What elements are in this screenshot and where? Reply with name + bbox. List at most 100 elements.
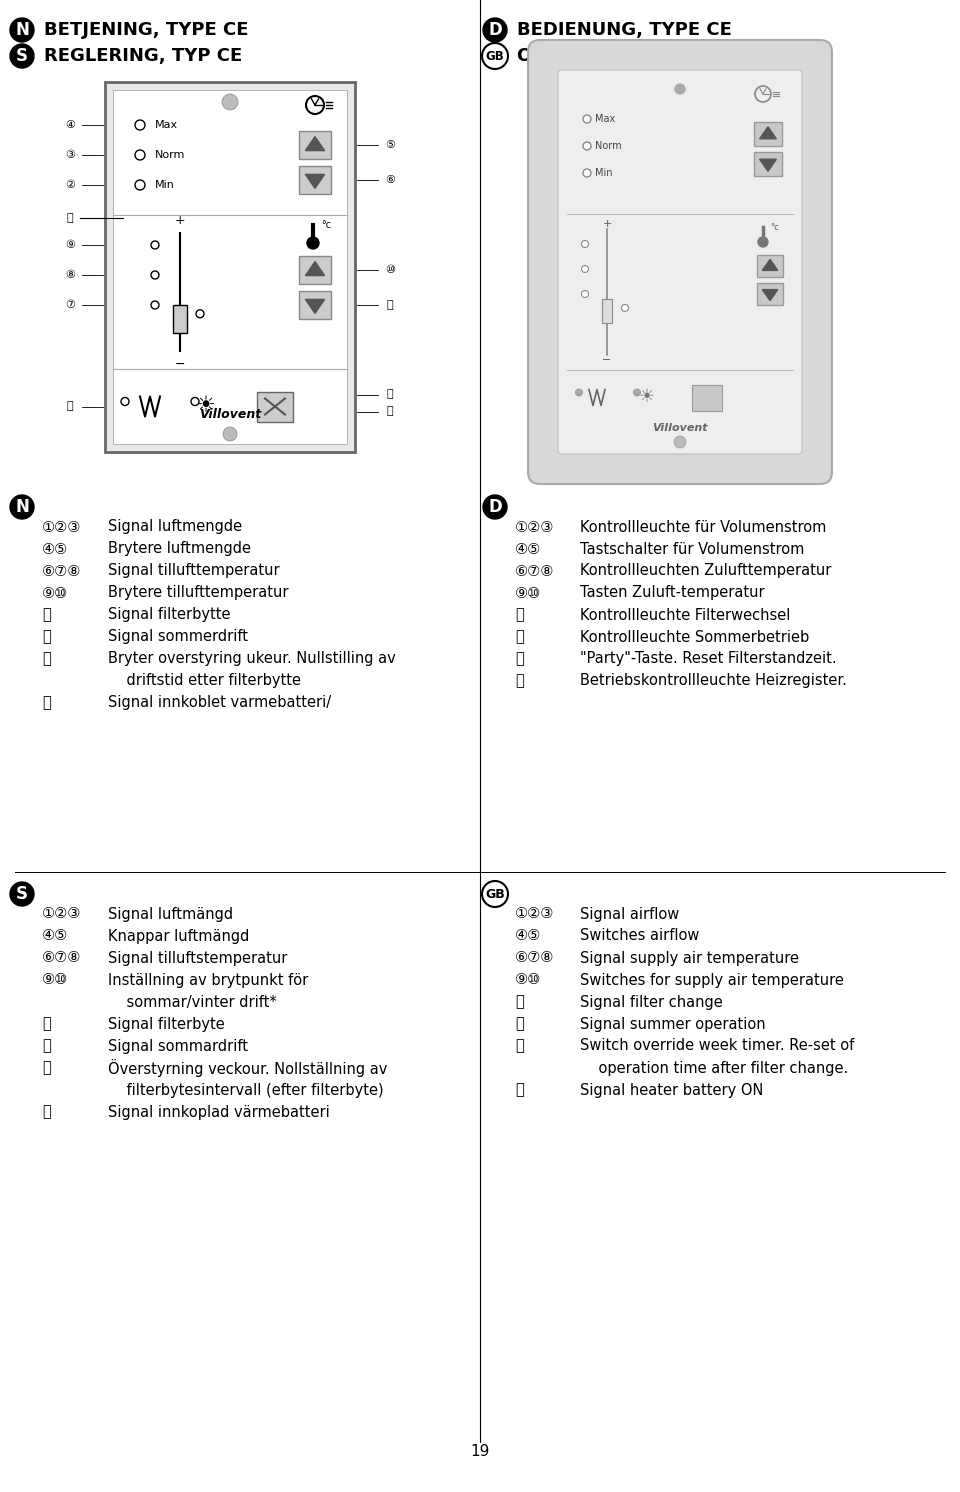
Circle shape	[675, 84, 685, 94]
Text: Signal supply air temperature: Signal supply air temperature	[580, 950, 799, 965]
Text: −: −	[175, 358, 185, 370]
Text: ④⑤: ④⑤	[515, 542, 541, 557]
Text: ☀: ☀	[195, 397, 215, 416]
Circle shape	[758, 237, 768, 248]
Circle shape	[223, 427, 237, 442]
Circle shape	[674, 436, 686, 448]
Text: ④: ④	[65, 119, 75, 130]
Circle shape	[306, 95, 324, 113]
Circle shape	[482, 43, 508, 69]
Text: ⑪: ⑪	[387, 300, 394, 310]
Polygon shape	[305, 175, 324, 188]
Circle shape	[121, 397, 129, 406]
Circle shape	[483, 18, 507, 42]
Polygon shape	[762, 289, 778, 300]
Text: operation time after filter change.: operation time after filter change.	[580, 1061, 849, 1076]
Text: ⑫: ⑫	[515, 1016, 524, 1031]
Text: ⑩: ⑩	[385, 266, 395, 275]
Polygon shape	[305, 261, 324, 276]
Text: ⑪: ⑪	[42, 1016, 51, 1031]
Text: ⑥⑦⑧: ⑥⑦⑧	[515, 564, 554, 579]
Text: Switch override week timer. Re-set of: Switch override week timer. Re-set of	[580, 1038, 854, 1053]
Text: GB: GB	[485, 888, 505, 901]
FancyBboxPatch shape	[757, 255, 783, 278]
Text: Signal filter change: Signal filter change	[580, 995, 723, 1010]
Text: ⑪: ⑪	[515, 995, 524, 1010]
FancyBboxPatch shape	[105, 82, 355, 452]
Text: Max: Max	[595, 113, 615, 124]
Circle shape	[222, 94, 238, 110]
Text: ⑭: ⑭	[515, 673, 524, 688]
Text: Tastschalter für Volumenstrom: Tastschalter für Volumenstrom	[580, 542, 804, 557]
Text: ④⑤: ④⑤	[42, 542, 68, 557]
Text: Knappar luftmängd: Knappar luftmängd	[108, 928, 250, 943]
Text: ⑥⑦⑧: ⑥⑦⑧	[515, 950, 554, 965]
FancyBboxPatch shape	[299, 257, 331, 283]
Circle shape	[582, 291, 588, 297]
Text: ①②③: ①②③	[515, 907, 554, 922]
Text: ⑭: ⑭	[387, 406, 394, 416]
Text: Signal tilluftstemperatur: Signal tilluftstemperatur	[108, 950, 287, 965]
Text: Kontrollleuchten Zulufttemperatur: Kontrollleuchten Zulufttemperatur	[580, 564, 831, 579]
Text: GB: GB	[486, 49, 504, 63]
Text: ⑫: ⑫	[66, 401, 73, 412]
Text: Signal summer operation: Signal summer operation	[580, 1016, 766, 1031]
Text: ®: ®	[305, 98, 319, 112]
Text: ⑬: ⑬	[515, 652, 524, 667]
Text: Norm: Norm	[595, 142, 622, 151]
Text: filterbytesintervall (efter filterbyte): filterbytesintervall (efter filterbyte)	[108, 1083, 384, 1098]
Text: Signal filterbytte: Signal filterbytte	[108, 607, 230, 622]
Text: Signal filterbyte: Signal filterbyte	[108, 1016, 225, 1031]
Text: ⑬: ⑬	[515, 1038, 524, 1053]
Text: Norm: Norm	[155, 151, 185, 160]
Text: Signal sommardrift: Signal sommardrift	[108, 1038, 248, 1053]
Text: driftstid etter filterbytte: driftstid etter filterbytte	[108, 673, 301, 688]
Circle shape	[151, 242, 159, 249]
Text: Kontrollleuchte für Volumenstrom: Kontrollleuchte für Volumenstrom	[580, 519, 827, 534]
Text: ⑮: ⑮	[66, 213, 73, 222]
Text: Min: Min	[595, 169, 612, 178]
Text: BEDIENUNG, TYPE CE: BEDIENUNG, TYPE CE	[517, 21, 732, 39]
FancyBboxPatch shape	[754, 152, 782, 176]
Polygon shape	[762, 260, 778, 270]
Text: Tasten Zuluft-temperatur: Tasten Zuluft-temperatur	[580, 585, 764, 600]
Circle shape	[575, 389, 583, 395]
Text: N: N	[15, 21, 29, 39]
Text: Brytere luftmengde: Brytere luftmengde	[108, 542, 251, 557]
Text: ①②③: ①②③	[42, 519, 82, 534]
Circle shape	[755, 87, 771, 101]
Circle shape	[634, 389, 640, 395]
Polygon shape	[305, 300, 324, 313]
Text: sommar/vinter drift*: sommar/vinter drift*	[108, 995, 276, 1010]
Text: ⑨: ⑨	[65, 240, 75, 251]
Text: D: D	[488, 498, 502, 516]
Circle shape	[10, 882, 34, 906]
Text: ②: ②	[65, 181, 75, 189]
Text: Kontrollleuchte Filterwechsel: Kontrollleuchte Filterwechsel	[580, 607, 790, 622]
Text: ⑥: ⑥	[385, 175, 395, 185]
FancyBboxPatch shape	[299, 131, 331, 160]
Text: ①②③: ①②③	[42, 907, 82, 922]
Text: N: N	[15, 498, 29, 516]
FancyBboxPatch shape	[558, 70, 802, 454]
Text: REGLERING, TYP CE: REGLERING, TYP CE	[44, 48, 242, 66]
Text: ⑭: ⑭	[42, 1104, 51, 1119]
FancyBboxPatch shape	[602, 298, 612, 322]
FancyBboxPatch shape	[528, 40, 832, 483]
Circle shape	[583, 115, 591, 122]
Text: ⑨⑩: ⑨⑩	[515, 973, 541, 988]
Text: Signal innkoblet varmebatteri/: Signal innkoblet varmebatteri/	[108, 695, 331, 710]
Text: ⑨⑩: ⑨⑩	[42, 973, 68, 988]
Text: "Party"-Taste. Reset Filterstandzeit.: "Party"-Taste. Reset Filterstandzeit.	[580, 652, 836, 667]
Text: Signal luftmängd: Signal luftmängd	[108, 907, 233, 922]
Text: Kontrollleuchte Sommerbetrieb: Kontrollleuchte Sommerbetrieb	[580, 630, 809, 645]
Text: Min: Min	[155, 181, 175, 189]
Text: 19: 19	[470, 1444, 490, 1459]
Polygon shape	[759, 160, 777, 172]
Text: ③: ③	[65, 151, 75, 160]
Circle shape	[583, 142, 591, 151]
Circle shape	[135, 151, 145, 160]
Text: Överstyrning veckour. Nollställning av: Överstyrning veckour. Nollställning av	[108, 1059, 388, 1077]
Text: ④⑤: ④⑤	[42, 928, 68, 943]
Text: ⑫: ⑫	[515, 630, 524, 645]
